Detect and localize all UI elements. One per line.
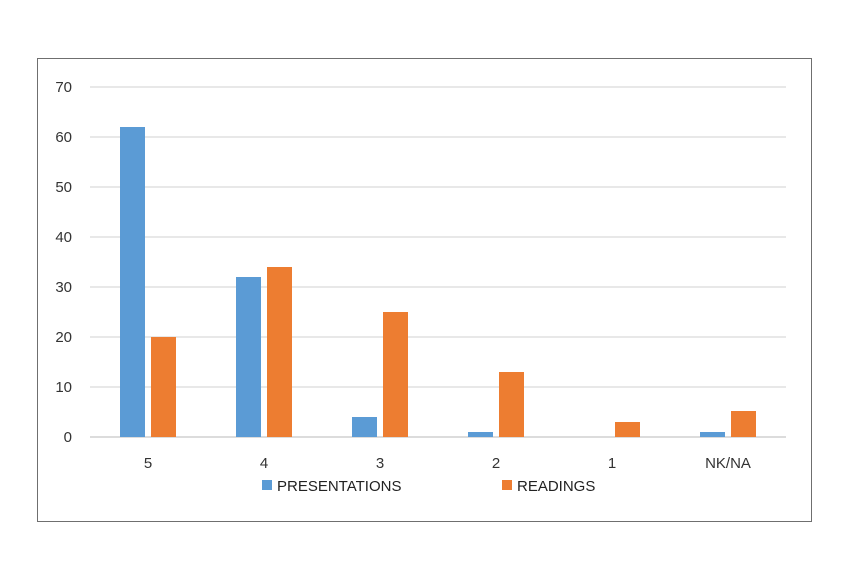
bar-readings-nkna (731, 411, 756, 437)
y-tick-label: 10 (55, 379, 72, 396)
x-tick-label: 1 (608, 455, 616, 472)
y-axis-ticks: 0 10 20 30 40 50 60 70 (55, 79, 72, 446)
bar-readings-2 (499, 372, 524, 437)
x-tick-label: NK/NA (705, 455, 751, 472)
bar-presentations-2 (468, 432, 493, 437)
legend: PRESENTATIONS READINGS (262, 478, 595, 495)
bar-presentations-nkna (700, 432, 725, 437)
legend-swatch-readings (502, 480, 512, 490)
bar-readings-5 (151, 337, 176, 437)
legend-label-presentations: PRESENTATIONS (277, 478, 401, 495)
gridlines (90, 86, 786, 438)
legend-swatch-presentations (262, 480, 272, 490)
bar-readings-1 (615, 422, 640, 437)
y-tick-label: 40 (55, 229, 72, 246)
x-tick-label: 4 (260, 455, 268, 472)
bar-readings-3 (383, 312, 408, 437)
bar-presentations-4 (236, 277, 261, 437)
y-tick-label: 0 (64, 429, 72, 446)
bar-presentations-5 (120, 127, 145, 437)
bar-presentations-3 (352, 417, 377, 437)
bar-readings-4 (267, 267, 292, 437)
y-tick-label: 20 (55, 329, 72, 346)
x-tick-label: 2 (492, 455, 500, 472)
y-tick-label: 70 (55, 79, 72, 96)
x-axis-ticks: 5 4 3 2 1 NK/NA (144, 455, 751, 472)
x-tick-label: 5 (144, 455, 152, 472)
x-tick-label: 3 (376, 455, 384, 472)
y-tick-label: 60 (55, 129, 72, 146)
y-tick-label: 30 (55, 279, 72, 296)
y-tick-label: 50 (55, 179, 72, 196)
chart-frame (37, 58, 812, 522)
bars (120, 127, 756, 437)
legend-label-readings: READINGS (517, 478, 595, 495)
